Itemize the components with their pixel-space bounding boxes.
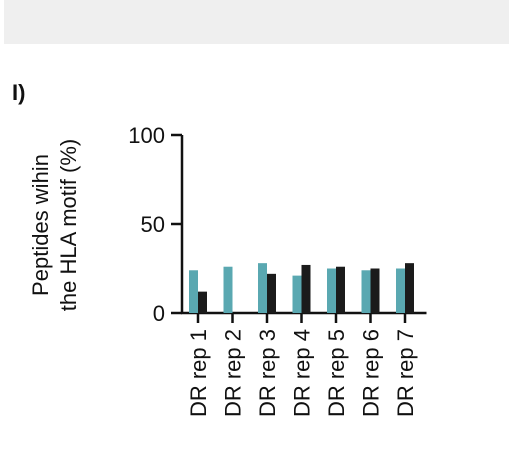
bar — [370, 268, 380, 313]
y-axis-label-line-1: Peptides wihin — [28, 154, 53, 296]
bar — [405, 263, 414, 313]
y-tick-label: 50 — [141, 212, 165, 237]
bar — [189, 270, 198, 313]
y-axis-label: Peptides wihin the HLA motif (%) — [28, 139, 81, 311]
bar — [292, 275, 302, 313]
x-tick-label: DR rep 7 — [393, 329, 418, 417]
panel-letter: I) — [12, 80, 26, 105]
bars — [189, 263, 414, 313]
bar — [396, 268, 405, 313]
bar — [258, 263, 267, 313]
y-axis-label-line-2: the HLA motif (%) — [56, 139, 81, 311]
x-tick-label: DR rep 3 — [255, 329, 280, 417]
x-tick-label: DR rep 1 — [186, 329, 211, 417]
bar — [361, 270, 371, 313]
axes: 0 50 100 — [128, 123, 427, 326]
header-band — [4, 0, 509, 44]
x-tick-label: DR rep 4 — [290, 329, 315, 417]
x-tick-label: DR rep 2 — [221, 329, 246, 417]
x-tick-label: DR rep 6 — [359, 329, 384, 417]
x-tick-labels: DR rep 1 DR rep 2 DR rep 3 DR rep 4 DR rep 5… — [186, 329, 418, 417]
bar — [301, 264, 311, 313]
bar — [327, 268, 336, 313]
bar — [198, 291, 207, 313]
y-tick-label: 0 — [153, 301, 165, 326]
bar — [336, 266, 345, 313]
x-tick-label: DR rep 5 — [324, 329, 349, 417]
bar — [267, 273, 276, 313]
bar — [223, 266, 233, 313]
y-tick-label: 100 — [128, 123, 165, 148]
